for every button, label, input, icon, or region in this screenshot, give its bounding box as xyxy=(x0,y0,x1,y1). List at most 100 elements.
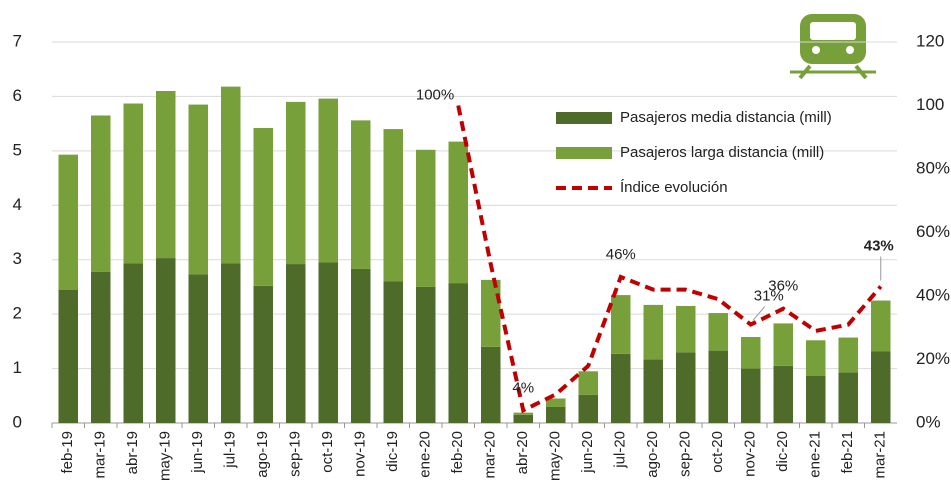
bar xyxy=(806,375,826,423)
bar xyxy=(481,346,501,423)
x-tick-label: sep-20 xyxy=(677,431,694,477)
legend-swatch xyxy=(556,112,612,124)
bar xyxy=(806,340,826,376)
bar xyxy=(871,300,891,352)
bar xyxy=(123,263,143,423)
x-tick-label: mar-20 xyxy=(482,431,499,479)
bar xyxy=(253,285,273,423)
data-label: 31% xyxy=(754,288,784,305)
x-tick-label: dic-19 xyxy=(384,431,401,472)
x-tick-label: nov-19 xyxy=(352,431,369,477)
y2-tick-label: 0% xyxy=(916,412,941,431)
x-tick-label: abr-20 xyxy=(514,431,531,474)
bar xyxy=(188,104,208,275)
y-tick-label: 5 xyxy=(13,140,22,159)
bar xyxy=(253,127,273,286)
x-tick-label: oct-19 xyxy=(319,431,336,473)
x-tick-label: feb-19 xyxy=(59,431,76,474)
y2-tick-label: 40% xyxy=(916,285,950,304)
bar xyxy=(708,313,728,351)
x-tick-label: nov-20 xyxy=(742,431,759,477)
bar xyxy=(643,359,663,423)
legend-label: Índice evolución xyxy=(620,179,728,196)
data-label: 100% xyxy=(416,86,454,103)
bar xyxy=(351,268,371,423)
bar xyxy=(221,263,241,423)
y2-tick-label: 100 xyxy=(916,95,944,114)
y2-tick-label: 20% xyxy=(916,349,950,368)
x-tick-label: mar-21 xyxy=(872,431,889,479)
x-tick-label: dic-20 xyxy=(774,431,791,472)
bar xyxy=(416,286,436,423)
legend-label: Pasajeros media distancia (mill) xyxy=(620,109,832,126)
x-tick-label: jun-20 xyxy=(579,431,596,474)
bar xyxy=(611,295,631,354)
data-label: 46% xyxy=(606,246,636,263)
bar xyxy=(708,350,728,423)
data-label: 36% xyxy=(768,278,798,295)
bar xyxy=(773,323,793,366)
x-tick-label: ago-20 xyxy=(644,431,661,478)
data-label: 43% xyxy=(864,237,894,254)
bar xyxy=(871,351,891,423)
bar xyxy=(318,262,338,423)
x-tick-label: may-19 xyxy=(157,431,174,481)
x-tick-label: abr-19 xyxy=(124,431,141,474)
bar xyxy=(383,129,403,282)
bar xyxy=(123,103,143,264)
y2-tick-label: 80% xyxy=(916,158,950,177)
x-tick-label: jul-19 xyxy=(222,431,239,469)
y-tick-label: 2 xyxy=(13,304,22,323)
bar xyxy=(351,120,371,269)
bar xyxy=(481,279,501,347)
x-tick-label: jun-19 xyxy=(189,431,206,474)
x-tick-label: oct-20 xyxy=(709,431,726,473)
x-tick-label: ago-19 xyxy=(254,431,271,478)
x-tick-label: feb-20 xyxy=(449,431,466,474)
bar xyxy=(578,394,598,423)
bar xyxy=(416,149,436,287)
bar xyxy=(318,98,338,263)
bar xyxy=(546,406,566,423)
x-tick-label: feb-21 xyxy=(839,431,856,474)
bar xyxy=(448,141,468,284)
bar xyxy=(286,101,306,265)
y-tick-label: 6 xyxy=(13,86,22,105)
bar xyxy=(513,412,533,415)
bar xyxy=(221,86,241,264)
bar xyxy=(91,115,111,272)
bar xyxy=(578,371,598,395)
bar xyxy=(188,274,208,423)
bar xyxy=(546,398,566,407)
bar xyxy=(611,353,631,423)
legend-swatch xyxy=(556,147,612,159)
bar xyxy=(676,305,696,353)
x-tick-label: may-20 xyxy=(547,431,564,481)
bar xyxy=(91,271,111,423)
data-label: 4% xyxy=(512,379,534,396)
x-tick-label: mar-19 xyxy=(92,431,109,479)
bar xyxy=(448,283,468,423)
bar xyxy=(286,264,306,423)
x-tick-label: ene-20 xyxy=(417,431,434,478)
bar xyxy=(383,281,403,423)
y-tick-label: 4 xyxy=(13,195,22,214)
y2-tick-label: 60% xyxy=(916,222,950,241)
index-line xyxy=(456,105,883,414)
bar xyxy=(156,258,176,423)
x-tick-label: ene-21 xyxy=(807,431,824,478)
bar xyxy=(741,337,761,369)
y-tick-label: 3 xyxy=(13,249,22,268)
train-icon xyxy=(790,14,876,80)
y-tick-label: 0 xyxy=(13,412,22,431)
bar xyxy=(643,304,663,360)
x-tick-label: sep-19 xyxy=(287,431,304,477)
x-tick-label: jul-20 xyxy=(612,431,629,469)
bar xyxy=(773,365,793,423)
bar xyxy=(513,414,533,423)
bar xyxy=(838,372,858,423)
bar xyxy=(58,289,78,423)
bar xyxy=(741,368,761,423)
leader xyxy=(752,306,766,321)
